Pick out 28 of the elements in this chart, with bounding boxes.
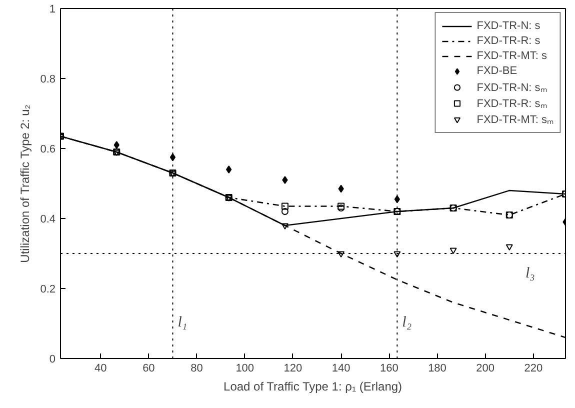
y-tick-label: 0 xyxy=(49,354,56,366)
x-axis-title: Load of Traffic Type 1: ρ₁ (Erlang) xyxy=(224,380,402,394)
x-tick-label: 220 xyxy=(524,362,543,374)
ref-line-label: l₁ xyxy=(178,314,188,330)
ref-line-label: l₃ xyxy=(526,266,535,282)
y-tick-label: 1 xyxy=(49,4,56,16)
legend-label: FXD-TR-R: s xyxy=(476,34,540,48)
x-tick-label: 180 xyxy=(428,362,446,374)
x-tick-label: 100 xyxy=(236,362,254,374)
x-tick-label: 60 xyxy=(142,362,155,374)
x-tick-label: 40 xyxy=(94,362,107,374)
legend-label: FXD-TR-N: sₘ xyxy=(476,81,548,94)
legend-label: FXD-TR-R: sₘ xyxy=(476,97,548,110)
x-tick-label: 140 xyxy=(332,362,350,374)
y-axis-title: Utilization of Traffic Type 2: u₂ xyxy=(18,104,32,263)
x-tick-label: 200 xyxy=(476,362,495,374)
legend-label: FXD-BE xyxy=(476,64,518,78)
legend-label: FXD-TR-N: s xyxy=(476,19,540,33)
ref-line-label: l₂ xyxy=(402,314,412,330)
y-tick-label: 0.8 xyxy=(40,74,56,86)
x-tick-label: 120 xyxy=(284,362,302,374)
legend-label: FXD-TR-MT: sₘ xyxy=(476,113,554,126)
legend-label: FXD-TR-MT: s xyxy=(476,49,547,63)
y-tick-label: 0.6 xyxy=(40,144,56,156)
y-tick-label: 0.2 xyxy=(40,284,56,296)
x-tick-label: 160 xyxy=(380,362,398,374)
x-tick-label: 80 xyxy=(190,362,203,374)
y-tick-label: 0.4 xyxy=(40,214,56,226)
